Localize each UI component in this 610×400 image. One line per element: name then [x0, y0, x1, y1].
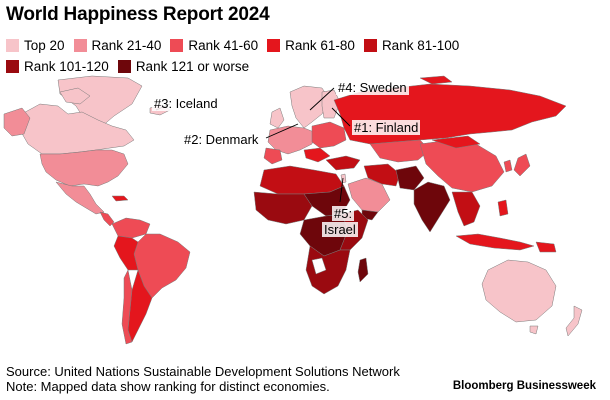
region-scandinavia — [289, 85, 331, 129]
footer: Source: United Nations Sustainable Devel… — [6, 364, 400, 394]
callout-iceland: #3: Iceland — [152, 96, 220, 111]
region-southern-africa — [305, 245, 351, 295]
region-turkey — [325, 155, 361, 171]
legend-label: Rank 81-100 — [381, 38, 460, 53]
region-usa — [39, 149, 129, 187]
legend-swatch — [6, 60, 19, 73]
legend-label: Rank 41-60 — [188, 38, 259, 53]
world-map: #3: Iceland #4: Sweden #1: Finland #2: D… — [0, 74, 610, 362]
callout-line-denmark — [265, 123, 299, 139]
region-philippines — [497, 199, 509, 217]
region-new-zealand — [565, 305, 583, 337]
region-korea — [503, 159, 513, 173]
region-tasmania — [529, 325, 539, 335]
legend-label: Rank 121 or worse — [135, 59, 250, 74]
callout-sweden: #4: Sweden — [336, 80, 409, 95]
region-japan — [513, 153, 531, 177]
callout-denmark: #2: Denmark — [182, 132, 261, 147]
page-title: World Happiness Report 2024 — [6, 4, 270, 25]
region-mongolia — [431, 135, 481, 149]
region-indonesia — [455, 233, 535, 251]
callout-israel-name: Israel — [322, 222, 358, 237]
region-chile — [121, 269, 133, 345]
region-uk — [269, 107, 285, 129]
legend: Top 20 Rank 21-40 Rank 41-60 Rank 61-80 … — [6, 37, 476, 75]
legend-swatch — [363, 39, 377, 52]
region-west-africa — [253, 191, 313, 225]
region-afghanistan-pakistan — [395, 165, 425, 191]
legend-label: Top 20 — [24, 38, 65, 53]
region-russia-islands — [419, 75, 453, 85]
region-mexico — [55, 181, 105, 215]
legend-item-rank-121-or-worse: Rank 121 or worse — [117, 58, 250, 75]
legend-swatch — [73, 39, 87, 52]
region-india — [413, 181, 451, 233]
data-note: Note: Mapped data show ranking for disti… — [6, 379, 330, 394]
legend-item-rank-41-60: Rank 41-60 — [170, 37, 258, 54]
region-australia — [481, 259, 557, 323]
callout-line-finland — [331, 107, 351, 127]
region-canada — [17, 103, 135, 155]
world-map-svg — [3, 75, 583, 345]
legend-item-rank-81-100: Rank 81-100 — [363, 37, 460, 54]
legend-swatch — [267, 39, 281, 52]
callout-finland: #1: Finland — [352, 120, 421, 135]
callout-israel-rank: #5: — [332, 206, 355, 221]
region-southeast-asia — [451, 191, 481, 227]
region-western-europe — [267, 125, 315, 155]
legend-swatch — [6, 39, 19, 52]
region-north-africa — [259, 165, 345, 195]
region-iran — [363, 163, 401, 187]
callout-line-sweden — [309, 87, 335, 111]
legend-item-rank-61-80: Rank 61-80 — [267, 37, 355, 54]
legend-label: Rank 61-80 — [285, 38, 355, 53]
region-colombia-venezuela — [111, 217, 151, 239]
region-balkans — [303, 147, 331, 163]
brand-logo: Bloomberg Businessweek — [452, 380, 596, 392]
region-madagascar — [357, 257, 369, 283]
region-israel — [340, 173, 347, 184]
region-alaska — [3, 107, 31, 137]
region-africa-nodata — [311, 257, 327, 275]
legend-item-rank-101-120: Rank 101-120 — [6, 58, 109, 75]
region-caribbean — [111, 195, 129, 202]
region-saudi — [347, 177, 391, 213]
legend-label: Rank 101-120 — [24, 59, 109, 74]
legend-label: Rank 21-40 — [91, 38, 162, 53]
region-kazakhstan — [369, 139, 431, 163]
region-peru-bolivia — [113, 235, 139, 271]
region-eastern-europe — [311, 121, 347, 149]
region-canada-islands — [59, 87, 91, 105]
region-iberia — [263, 147, 283, 165]
legend-item-top20: Top 20 — [6, 37, 65, 54]
region-png — [535, 241, 557, 253]
source-note: Source: United Nations Sustainable Devel… — [6, 364, 400, 379]
legend-swatch — [170, 39, 184, 52]
legend-swatch — [117, 60, 131, 73]
legend-item-rank-21-40: Rank 21-40 — [73, 37, 162, 54]
callout-line-israel — [339, 177, 344, 203]
